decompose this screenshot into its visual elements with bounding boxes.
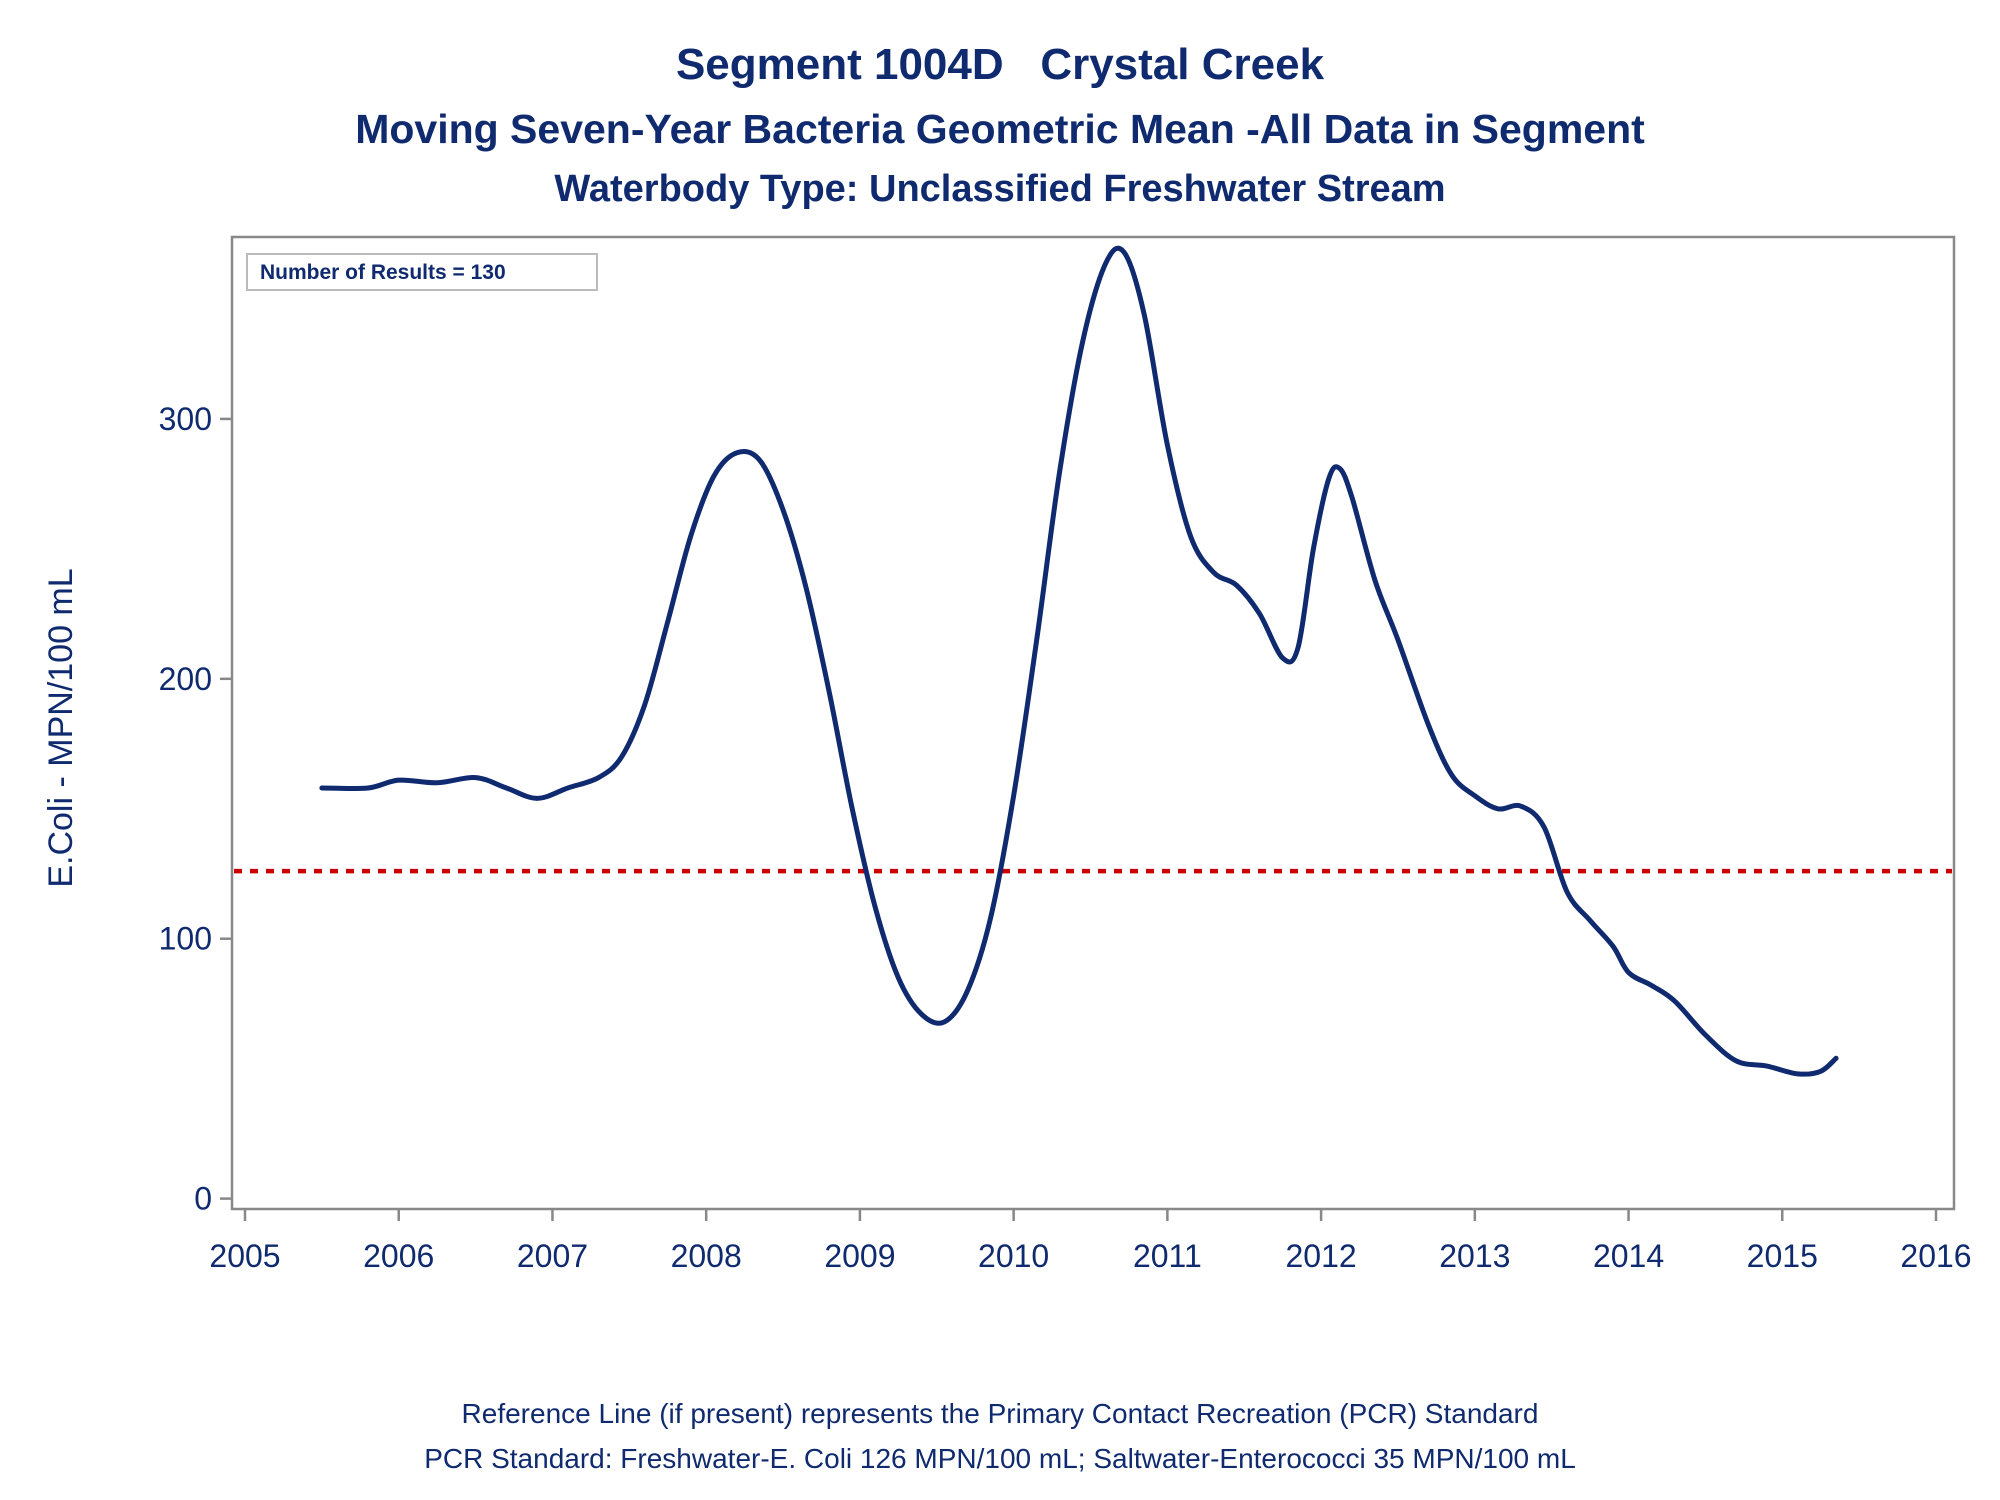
x-tick-label: 2007 bbox=[517, 1238, 588, 1274]
y-tick-label: 200 bbox=[159, 661, 212, 697]
y-tick-label: 100 bbox=[159, 921, 212, 957]
results-annotation-text: Number of Results = 130 bbox=[260, 261, 506, 284]
plot-frame bbox=[230, 235, 1956, 1211]
x-tick-label: 2011 bbox=[1133, 1238, 1202, 1274]
x-tick-label: 2012 bbox=[1285, 1238, 1356, 1274]
x-tick-label: 2010 bbox=[978, 1238, 1049, 1274]
x-tick-label: 2016 bbox=[1900, 1238, 1971, 1274]
footer-note-2: PCR Standard: Freshwater-E. Coli 126 MPN… bbox=[424, 1443, 1576, 1474]
x-tick-label: 2008 bbox=[671, 1238, 742, 1274]
footer-note-1: Reference Line (if present) represents t… bbox=[461, 1398, 1539, 1429]
chart-subtitle: Moving Seven-Year Bacteria Geometric Mea… bbox=[355, 106, 1645, 152]
results-annotation: Number of Results = 130 bbox=[246, 253, 598, 291]
y-tick-label: 0 bbox=[194, 1181, 212, 1217]
chart-title: Segment 1004D Crystal Creek bbox=[675, 40, 1325, 89]
x-tick-label: 2014 bbox=[1593, 1238, 1664, 1274]
x-tick-label: 2015 bbox=[1747, 1238, 1818, 1274]
y-tick-label: 300 bbox=[159, 401, 212, 437]
chart-subtitle-waterbody: Waterbody Type: Unclassified Freshwater … bbox=[554, 168, 1446, 210]
x-tick-label: 2005 bbox=[209, 1238, 280, 1274]
series-line bbox=[319, 245, 1839, 1077]
x-tick-label: 2006 bbox=[363, 1238, 434, 1274]
x-tick-label: 2013 bbox=[1439, 1238, 1510, 1274]
y-axis-label: E.Coli - MPN/100 mL bbox=[42, 568, 80, 887]
x-tick-label: 2009 bbox=[824, 1238, 895, 1274]
